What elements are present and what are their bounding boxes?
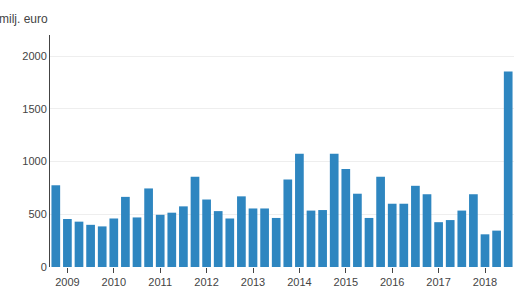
svg-text:2012: 2012 xyxy=(194,276,218,288)
svg-text:milj. euro: milj. euro xyxy=(0,12,48,26)
svg-text:2009: 2009 xyxy=(55,276,79,288)
svg-text:2011: 2011 xyxy=(148,276,172,288)
svg-text:2000: 2000 xyxy=(22,50,46,62)
svg-text:2018: 2018 xyxy=(473,276,497,288)
svg-text:2015: 2015 xyxy=(334,276,358,288)
svg-text:500: 500 xyxy=(28,208,46,220)
svg-text:1000: 1000 xyxy=(22,155,46,167)
svg-text:2014: 2014 xyxy=(287,276,311,288)
svg-text:1500: 1500 xyxy=(22,103,46,115)
svg-text:2016: 2016 xyxy=(380,276,404,288)
svg-text:2017: 2017 xyxy=(426,276,450,288)
svg-text:2013: 2013 xyxy=(241,276,265,288)
svg-text:0: 0 xyxy=(41,261,47,273)
svg-text:2010: 2010 xyxy=(102,276,126,288)
